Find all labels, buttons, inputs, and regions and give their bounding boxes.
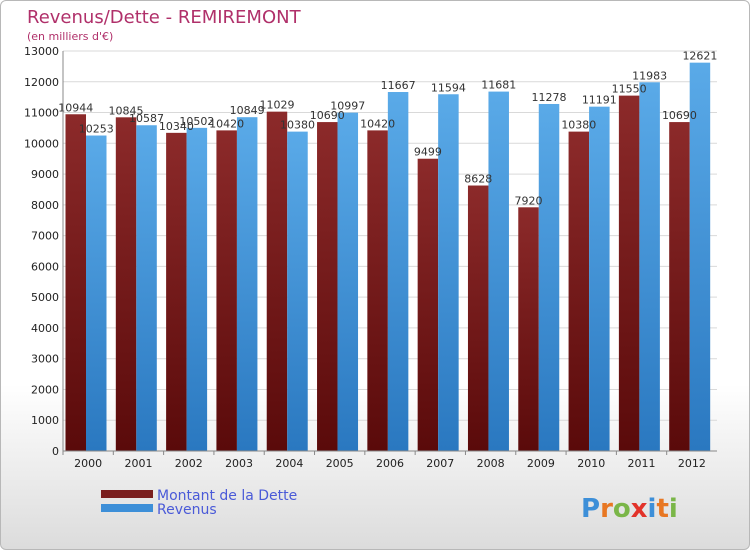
bar-revenus xyxy=(236,117,258,451)
bar-dette xyxy=(367,130,388,451)
y-tick-label: 3000 xyxy=(31,353,59,366)
chart-title: Revenus/Dette - REMIREMONT xyxy=(27,7,302,28)
data-label: 11029 xyxy=(259,99,294,112)
data-label: 10420 xyxy=(209,117,244,130)
y-tick-label: 8000 xyxy=(31,199,59,212)
data-label: 10253 xyxy=(79,123,114,136)
y-tick-label: 5000 xyxy=(31,291,59,304)
x-tick-label: 2002 xyxy=(175,457,203,470)
y-tick-label: 4000 xyxy=(31,322,59,335)
y-tick-label: 0 xyxy=(52,445,59,458)
data-label: 10944 xyxy=(58,101,93,114)
y-tick-label: 7000 xyxy=(31,230,59,243)
data-label: 11594 xyxy=(431,81,466,94)
data-label: 10502 xyxy=(179,115,214,128)
bar-dette xyxy=(417,158,439,451)
x-tick-label: 2010 xyxy=(577,457,605,470)
y-tick-label: 6000 xyxy=(31,260,59,273)
bar-revenus xyxy=(689,62,711,452)
bar-revenus xyxy=(287,131,308,451)
bar-dette xyxy=(166,132,187,451)
data-label: 10690 xyxy=(310,109,345,122)
proxiti-logo: Proxiti xyxy=(581,494,678,524)
x-tick-label: 2009 xyxy=(527,457,555,470)
logo-letter: r xyxy=(600,494,613,524)
chart-subtitle: (en milliers d'€) xyxy=(27,30,113,43)
bar-dette xyxy=(317,122,338,452)
logo-letter: o xyxy=(613,494,631,524)
data-label: 10849 xyxy=(230,104,265,117)
data-label: 10587 xyxy=(129,112,164,125)
bar-revenus xyxy=(337,112,359,451)
bar-dette xyxy=(618,95,640,451)
bar-dette xyxy=(669,122,690,452)
bar-revenus xyxy=(136,125,157,451)
legend-swatch xyxy=(101,504,153,512)
data-label: 10380 xyxy=(561,119,596,132)
data-label: 7920 xyxy=(515,194,543,207)
data-label: 10420 xyxy=(360,117,395,130)
data-label: 11191 xyxy=(582,94,617,107)
x-tick-label: 2008 xyxy=(477,457,505,470)
y-tick-label: 1000 xyxy=(31,414,59,427)
bar-dette xyxy=(115,117,137,452)
bar-dette xyxy=(568,131,590,451)
x-tick-label: 2007 xyxy=(426,457,454,470)
data-label: 11278 xyxy=(532,91,567,104)
data-label: 9499 xyxy=(414,146,442,159)
data-label: 10690 xyxy=(662,109,697,122)
axes: 0 1000 2000 3000 4000 5000 6000 7000 8000 9000 100… xyxy=(24,45,717,470)
bar-dette xyxy=(518,207,539,451)
proxiti-logo-text: Proxiti xyxy=(581,494,678,524)
y-tick-label: 13000 xyxy=(24,45,59,58)
logo-letter: i xyxy=(648,494,657,524)
data-label: 10845 xyxy=(109,104,144,117)
x-tick-label: 2006 xyxy=(376,457,404,470)
logo-letter: t xyxy=(656,494,668,524)
bar-revenus xyxy=(387,92,409,451)
y-tick-label: 11000 xyxy=(24,107,59,120)
y-tick-label: 12000 xyxy=(24,76,59,89)
bars: 1094410253108451058710340105021042010849… xyxy=(58,50,717,452)
x-tick-label: 2004 xyxy=(275,457,303,470)
legend-label: Revenus xyxy=(157,502,217,518)
x-tick-label: 2003 xyxy=(225,457,253,470)
data-label: 11550 xyxy=(612,83,647,96)
x-tick-label: 2001 xyxy=(124,457,152,470)
bar-revenus xyxy=(86,135,107,451)
data-label: 10380 xyxy=(280,119,315,132)
bar-dette xyxy=(65,114,86,451)
data-label: 10997 xyxy=(330,100,365,113)
bar-revenus xyxy=(438,94,459,451)
data-label: 11667 xyxy=(381,79,416,92)
logo-letter: P xyxy=(581,494,600,524)
bar-dette xyxy=(216,130,237,451)
bar-revenus xyxy=(639,82,660,452)
legend-label: Montant de la Dette xyxy=(157,488,297,504)
bar-revenus xyxy=(186,127,208,451)
bar-revenus xyxy=(488,91,509,451)
data-label: 12621 xyxy=(682,50,717,63)
data-label: 10340 xyxy=(159,120,194,133)
bar-revenus xyxy=(538,103,560,451)
logo-letter: i xyxy=(669,494,678,524)
bar-revenus xyxy=(589,106,610,452)
data-label: 11681 xyxy=(481,79,516,92)
bar-dette xyxy=(467,185,489,451)
data-label: 11983 xyxy=(632,69,667,82)
y-tick-label: 2000 xyxy=(31,383,59,396)
x-tick-label: 2000 xyxy=(74,457,102,470)
x-tick-label: 2011 xyxy=(628,457,656,470)
data-label: 8628 xyxy=(464,173,492,186)
legend-swatch xyxy=(101,490,153,498)
x-tick-label: 2005 xyxy=(326,457,354,470)
y-tick-label: 9000 xyxy=(31,168,59,181)
bar-dette xyxy=(266,111,288,452)
x-tick-label: 2012 xyxy=(678,457,706,470)
logo-letter: x xyxy=(631,494,648,524)
y-tick-label: 10000 xyxy=(24,137,59,150)
